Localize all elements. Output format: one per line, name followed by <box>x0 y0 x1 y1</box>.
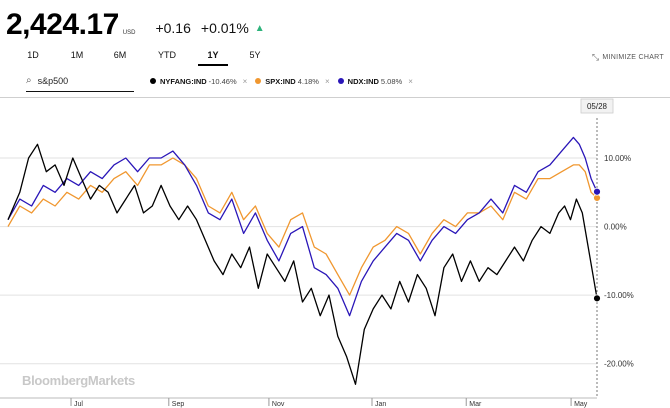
collapse-icon: ⤡ <box>591 52 600 62</box>
bloomberg-watermark: BloombergMarkets <box>22 373 135 388</box>
symbol-search: ⌕ <box>26 70 134 92</box>
legend-dot-ndx <box>337 78 344 84</box>
index-price: 2,424.17 <box>6 8 119 41</box>
x-tick-label: Jan <box>375 401 386 408</box>
crosshair-date-box <box>580 98 614 114</box>
remove-series-icon[interactable]: × <box>242 76 248 86</box>
remove-series-icon[interactable]: × <box>408 76 413 86</box>
x-tick-label: Nov <box>272 401 285 408</box>
range-tab-ytd[interactable]: YTD <box>158 50 176 60</box>
line-chart[interactable]: 10.00% 0.00% -10.00% -20.00% Jul Sep Nov Jan Mar… <box>0 98 670 408</box>
chart-top-border <box>0 97 670 98</box>
x-tick-label: Sep <box>172 401 185 408</box>
price-header: 2,424.17 USD +0.16 +0.01% ▲ <box>6 6 265 40</box>
range-tab-6m[interactable]: 6M <box>113 50 127 60</box>
legend-name: NDX:IND <box>347 76 379 86</box>
legend-name: NYFANG:IND <box>160 76 207 86</box>
x-tick-label: May <box>574 401 588 408</box>
price-change-pct: +0.01% <box>200 20 249 36</box>
series-line-spx <box>7 157 598 296</box>
y-tick-label: 10.00% <box>604 154 631 163</box>
up-arrow-icon: ▲ <box>254 23 265 34</box>
legend-item-spx: SPX:IND 4.18% × <box>255 76 330 86</box>
legend-dot-spx <box>255 78 262 84</box>
crosshair-date-label: 05/28 <box>587 102 608 111</box>
end-point-nyfang <box>593 294 601 303</box>
legend-pct: 5.08% <box>380 76 403 86</box>
series-line-ndx <box>7 136 598 317</box>
y-tick-label: 0.00% <box>604 223 627 232</box>
series-line-nyfang <box>7 143 598 385</box>
chart-legend: NYFANG:IND -10.46% × SPX:IND 4.18% × NDX… <box>150 74 421 88</box>
legend-item-nyfang: NYFANG:IND -10.46% × <box>150 77 247 86</box>
minimize-chart-button[interactable]: ⤡ MINIMIZE CHART <box>592 52 664 63</box>
search-icon: ⌕ <box>26 75 32 86</box>
legend-name: SPX:IND <box>265 76 296 86</box>
price-change: +0.16 <box>155 20 191 36</box>
minimize-chart-label: MINIMIZE CHART <box>602 54 664 61</box>
remove-series-icon[interactable]: × <box>324 76 330 86</box>
y-tick-label: -20.00% <box>604 360 634 369</box>
end-point-ndx <box>593 187 601 196</box>
currency-label: USD <box>122 30 136 36</box>
y-tick-label: -10.00% <box>604 291 634 300</box>
search-input[interactable] <box>37 75 122 86</box>
legend-dot-nyfang <box>150 78 156 84</box>
legend-pct: -10.46% <box>208 76 237 86</box>
range-tab-1m[interactable]: 1M <box>70 50 84 60</box>
range-tab-5y[interactable]: 5Y <box>249 50 261 60</box>
legend-pct: 4.18% <box>297 76 319 86</box>
range-tab-1d[interactable]: 1D <box>27 50 39 60</box>
x-tick-label: Mar <box>469 401 482 408</box>
x-tick-label: Jul <box>74 401 83 408</box>
legend-item-ndx: NDX:IND 5.08% × <box>337 76 413 86</box>
range-tab-1y[interactable]: 1Y <box>198 48 228 66</box>
